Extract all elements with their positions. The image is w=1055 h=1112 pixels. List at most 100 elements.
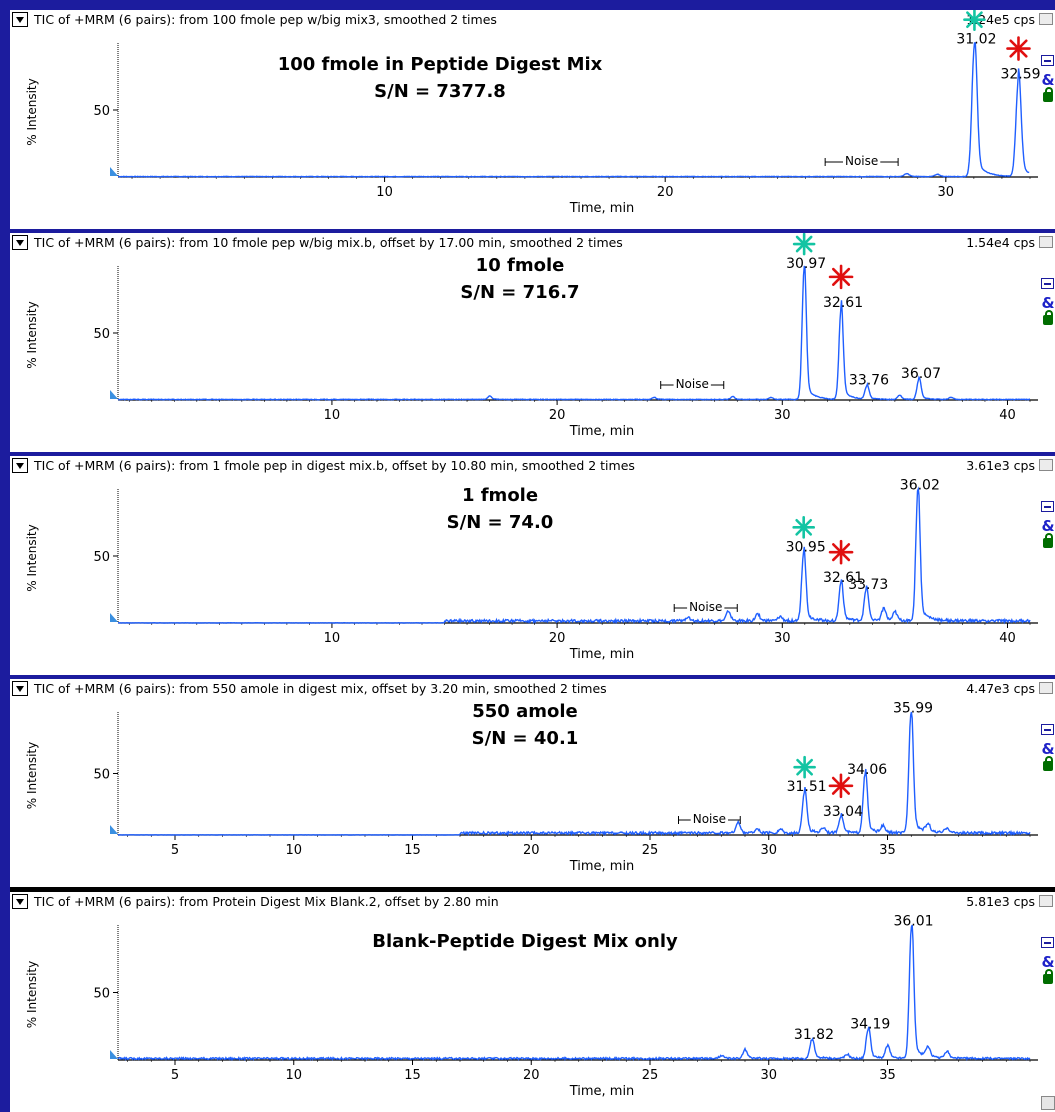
y-axis-label: % Intensity (25, 301, 39, 368)
annotation-text: 1 fmole (462, 485, 538, 506)
dropdown-triangle-icon[interactable] (12, 894, 28, 909)
panel-separator (10, 887, 1055, 892)
x-tick-label: 25 (642, 843, 659, 858)
panel-separator (10, 675, 1055, 679)
tic-trace (117, 265, 1030, 401)
ampersand-icon[interactable]: & (1041, 517, 1055, 535)
x-tick-label: 10 (285, 843, 302, 858)
noise-label: Noise (689, 600, 722, 614)
ampersand-icon[interactable]: & (1041, 740, 1055, 758)
x-tick-label: 15 (404, 843, 421, 858)
peak-label: 30.97 (786, 256, 826, 272)
x-tick-label: 20 (523, 843, 540, 858)
panel-header: TIC of +MRM (6 pairs): from Protein Dige… (10, 892, 1055, 914)
x-tick-label: 30 (774, 631, 791, 646)
scale-icon[interactable] (1039, 13, 1053, 25)
panel-side-icons: & (1041, 501, 1055, 548)
dropdown-triangle-icon[interactable] (12, 12, 28, 27)
x-tick-label: 30 (938, 185, 955, 200)
lock-icon[interactable] (1043, 756, 1053, 771)
green-asterisk-marker (792, 233, 816, 256)
panel-header: TIC of +MRM (6 pairs): from 100 fmole pe… (10, 10, 1055, 32)
red-asterisk-marker (828, 539, 854, 565)
chart-svg: % Intensity 50 10 20 30 40 Time, min 30.97 32.61… (25, 233, 1038, 439)
tic-trace (117, 42, 1030, 178)
scale-icon[interactable] (1039, 459, 1053, 471)
annotation-text: 550 amole (472, 701, 578, 722)
minus-icon[interactable] (1041, 278, 1054, 289)
baseline-marker-icon (110, 825, 118, 834)
peak-label: 36.07 (901, 366, 941, 382)
peak-label: 35.99 (893, 700, 933, 716)
scale-icon[interactable] (1039, 236, 1053, 248)
peak-label: 31.82 (794, 1027, 834, 1043)
panel-title: TIC of +MRM (6 pairs): from 100 fmole pe… (34, 12, 497, 27)
noise-label: Noise (693, 812, 726, 826)
ampersand-icon[interactable]: & (1041, 294, 1055, 312)
chromatogram-panel: TIC of +MRM (6 pairs): from 100 fmole pe… (10, 10, 1055, 229)
x-axis-label: Time, min (569, 859, 635, 874)
x-tick-label: 5 (171, 1068, 179, 1083)
peak-label: 31.02 (956, 32, 996, 48)
x-tick-label: 10 (285, 1068, 302, 1083)
peak-label: 32.61 (823, 570, 863, 586)
x-tick-label: 15 (404, 1068, 421, 1083)
y-tick-label: 50 (93, 104, 110, 119)
peak-label: 34.19 (850, 1016, 890, 1032)
ampersand-icon[interactable]: & (1041, 953, 1055, 971)
x-tick-label: 25 (642, 1068, 659, 1083)
peak-label: 33.73 (848, 577, 888, 593)
chromatogram-stack: TIC of +MRM (6 pairs): from 100 fmole pe… (10, 10, 1055, 1112)
panel-header: TIC of +MRM (6 pairs): from 10 fmole pep… (10, 233, 1055, 255)
lock-icon[interactable] (1043, 969, 1053, 984)
y-axis-label: % Intensity (25, 742, 39, 809)
panel-header: TIC of +MRM (6 pairs): from 550 amole in… (10, 679, 1055, 701)
annotation-text: Blank-Peptide Digest Mix only (372, 931, 678, 952)
peak-label: 30.95 (786, 539, 826, 555)
red-asterisk-marker (828, 773, 854, 799)
scale-icon[interactable] (1039, 682, 1053, 694)
green-asterisk-marker (793, 755, 816, 779)
tic-trace (118, 711, 1031, 837)
noise-label: Noise (845, 154, 878, 168)
x-tick-label: 20 (523, 1068, 540, 1083)
x-tick-label: 5 (171, 843, 179, 858)
panel-separator (10, 452, 1055, 456)
minus-icon[interactable] (1041, 724, 1054, 735)
minus-icon[interactable] (1041, 501, 1054, 512)
y-tick-label: 50 (93, 550, 110, 565)
panel-title: TIC of +MRM (6 pairs): from Protein Dige… (34, 894, 499, 909)
baseline-marker-icon (110, 613, 118, 622)
minus-icon[interactable] (1041, 55, 1054, 66)
dropdown-triangle-icon[interactable] (12, 458, 28, 473)
x-tick-label: 35 (879, 843, 896, 858)
dropdown-triangle-icon[interactable] (12, 681, 28, 696)
tic-trace (117, 924, 1031, 1062)
dropdown-triangle-icon[interactable] (12, 235, 28, 250)
annotation-text: S/N = 716.7 (460, 282, 579, 303)
x-tick-label: 40 (999, 631, 1016, 646)
minus-icon[interactable] (1041, 937, 1054, 948)
max-intensity-label: 1.24e5 cps (966, 12, 1035, 27)
chromatogram-panel: TIC of +MRM (6 pairs): from Protein Dige… (10, 892, 1055, 1112)
max-intensity-label: 1.54e4 cps (966, 235, 1035, 250)
ampersand-icon[interactable]: & (1041, 71, 1055, 89)
lock-icon[interactable] (1043, 87, 1053, 102)
peak-label: 32.61 (823, 295, 863, 311)
lock-icon[interactable] (1043, 533, 1053, 548)
panel-separator (10, 229, 1055, 233)
annotation-text: S/N = 40.1 (472, 728, 579, 749)
baseline-marker-icon (110, 1050, 118, 1059)
scale-icon[interactable] (1039, 895, 1053, 907)
lock-icon[interactable] (1043, 310, 1053, 325)
peak-label: 31.51 (787, 779, 827, 795)
x-tick-label: 10 (324, 631, 341, 646)
x-axis-label: Time, min (569, 201, 635, 216)
annotation-text: 100 fmole in Peptide Digest Mix (278, 54, 603, 75)
y-tick-label: 50 (93, 327, 110, 342)
panel-side-icons: & (1041, 937, 1055, 984)
chromatogram-panel: TIC of +MRM (6 pairs): from 10 fmole pep… (10, 233, 1055, 452)
baseline-marker-icon (110, 390, 118, 399)
y-axis-label: % Intensity (25, 78, 39, 145)
green-asterisk-marker (963, 10, 986, 31)
